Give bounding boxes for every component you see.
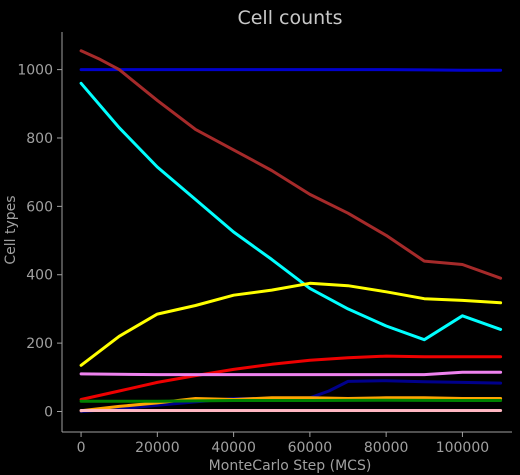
y-tick-label: 400 bbox=[26, 268, 53, 284]
x-tick-label: 20000 bbox=[135, 440, 180, 456]
x-axis-label: MonteCarlo Step (MCS) bbox=[209, 458, 372, 474]
y-tick-label: 600 bbox=[26, 199, 53, 215]
y-tick-label: 200 bbox=[26, 336, 53, 352]
y-tick-label: 0 bbox=[44, 404, 53, 420]
x-tick-label: 0 bbox=[77, 440, 86, 456]
series-line-1 bbox=[81, 70, 501, 71]
series-line-9 bbox=[81, 400, 501, 401]
y-tick-label: 800 bbox=[26, 131, 53, 147]
y-tick-label: 1000 bbox=[17, 63, 53, 79]
x-tick-label: 100000 bbox=[436, 440, 489, 456]
x-tick-label: 40000 bbox=[211, 440, 256, 456]
x-tick-label: 80000 bbox=[364, 440, 409, 456]
y-axis-label: Cell types bbox=[3, 195, 19, 264]
x-tick-label: 60000 bbox=[288, 440, 333, 456]
chart-title: Cell counts bbox=[237, 7, 342, 29]
